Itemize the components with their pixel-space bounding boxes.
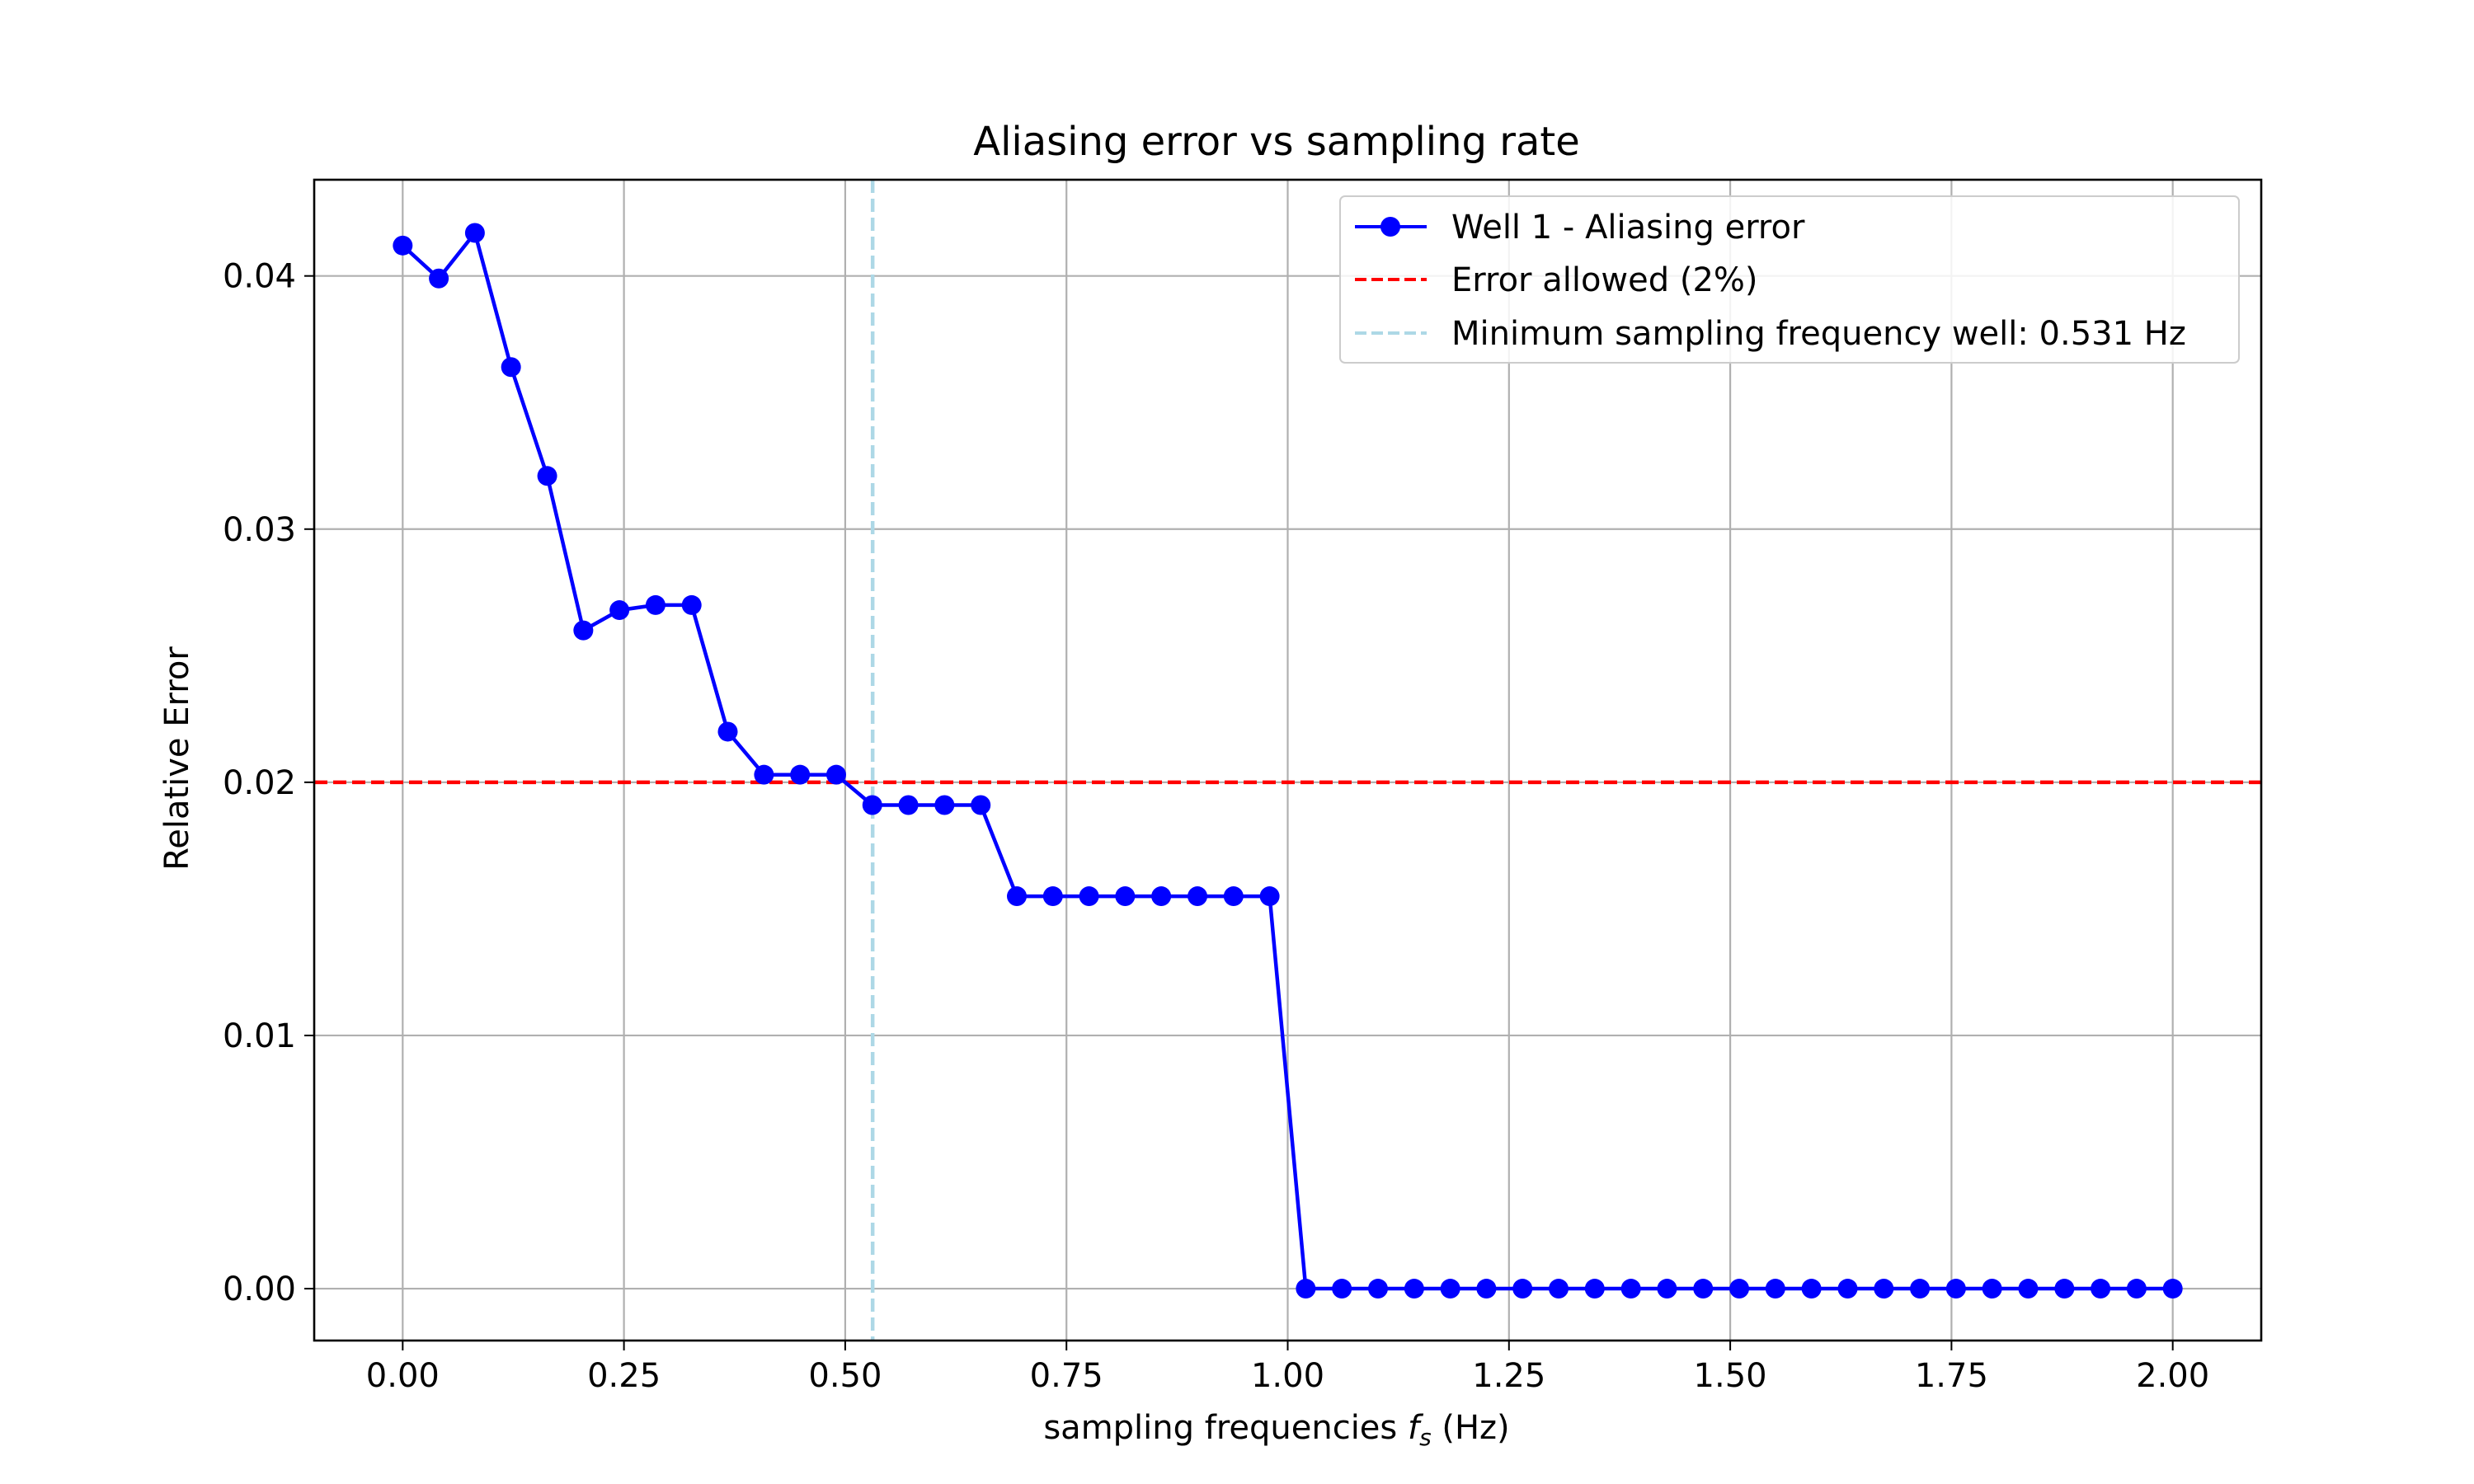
data-point	[862, 795, 882, 815]
x-axis-label-suffix: (Hz)	[1432, 1409, 1510, 1447]
data-point	[790, 764, 811, 785]
data-point	[393, 235, 413, 256]
data-point	[429, 268, 449, 289]
x-tick-label: 0.00	[366, 1357, 440, 1395]
x-axis-label: sampling frequencies fs (Hz)	[1043, 1409, 1509, 1451]
data-point	[1404, 1279, 1424, 1299]
data-point	[1765, 1279, 1785, 1299]
x-tick-label: 1.75	[1915, 1357, 1988, 1395]
data-point	[971, 795, 991, 815]
data-point	[537, 466, 557, 486]
data-point	[1874, 1279, 1894, 1299]
x-tick-label: 1.50	[1694, 1357, 1767, 1395]
legend-min-frequency-label: Minimum sampling frequency well: 0.531 H…	[1451, 315, 2186, 353]
legend-series-label: Well 1 - Aliasing error	[1451, 209, 1805, 247]
data-point	[1584, 1279, 1605, 1299]
legend: Well 1 - Aliasing error Error allowed (2…	[1339, 195, 2240, 364]
data-point	[1693, 1279, 1714, 1299]
data-point	[1620, 1279, 1641, 1299]
data-point	[1223, 886, 1244, 907]
data-point	[754, 764, 774, 785]
data-point	[1006, 886, 1027, 907]
data-point	[645, 594, 666, 615]
data-point	[1332, 1279, 1352, 1299]
data-point	[1151, 886, 1172, 907]
x-tick-label: 0.25	[587, 1357, 661, 1395]
y-tick-label: 0.01	[223, 1017, 296, 1055]
data-point	[1079, 886, 1099, 907]
x-tick-label: 1.00	[1251, 1357, 1324, 1395]
x-axis-label-prefix: sampling frequencies	[1043, 1409, 1408, 1447]
x-tick-label: 1.25	[1472, 1357, 1545, 1395]
data-point	[1512, 1279, 1533, 1299]
data-point	[1982, 1279, 2002, 1299]
data-point	[1042, 886, 1063, 907]
data-point	[1440, 1279, 1460, 1299]
data-point	[681, 594, 702, 615]
reference-lines	[314, 180, 2261, 1341]
chart-title: Aliasing error vs sampling rate	[973, 119, 1580, 165]
data-point	[1367, 1279, 1388, 1299]
data-point	[2054, 1279, 2075, 1299]
data-point	[2126, 1279, 2147, 1299]
data-point	[1549, 1279, 1569, 1299]
x-tick-label: 0.75	[1030, 1357, 1103, 1395]
x-tick-label: 2.00	[2136, 1357, 2209, 1395]
data-point	[717, 721, 738, 742]
legend-error-allowed-label: Error allowed (2%)	[1451, 261, 1758, 299]
data-point	[501, 357, 521, 378]
series	[393, 223, 2183, 1299]
data-point	[825, 764, 846, 785]
data-point	[464, 223, 485, 243]
axis-ticks: 0.00 0.25 0.50 0.75 1.00 1.25 1.50 1.75 2.00 0.00…	[223, 258, 2209, 1395]
data-point	[1910, 1279, 1931, 1299]
data-point	[2018, 1279, 2039, 1299]
y-tick-label: 0.02	[223, 764, 296, 802]
y-tick-label: 0.04	[223, 258, 296, 296]
legend-box	[1339, 195, 2240, 364]
data-point	[1259, 886, 1280, 907]
y-tick-label: 0.03	[223, 511, 296, 549]
data-point	[573, 620, 594, 641]
data-point	[934, 795, 955, 815]
x-tick-label: 0.50	[808, 1357, 882, 1395]
data-point	[1657, 1279, 1677, 1299]
data-point	[1837, 1279, 1858, 1299]
x-axis-label-subscript: s	[1419, 1424, 1432, 1451]
data-point	[609, 600, 630, 621]
data-point	[2162, 1279, 2183, 1299]
data-point	[1476, 1279, 1497, 1299]
data-point	[1801, 1279, 1822, 1299]
data-point	[1188, 886, 1208, 907]
data-point	[1115, 886, 1136, 907]
legend-series-swatch-marker	[1380, 217, 1400, 237]
data-point	[2091, 1279, 2111, 1299]
data-point	[898, 795, 919, 815]
data-point	[1945, 1279, 1966, 1299]
y-tick-label: 0.00	[223, 1270, 296, 1308]
data-point	[1296, 1279, 1316, 1299]
y-axis-label: Relative Error	[158, 646, 196, 871]
data-point	[1729, 1279, 1750, 1299]
